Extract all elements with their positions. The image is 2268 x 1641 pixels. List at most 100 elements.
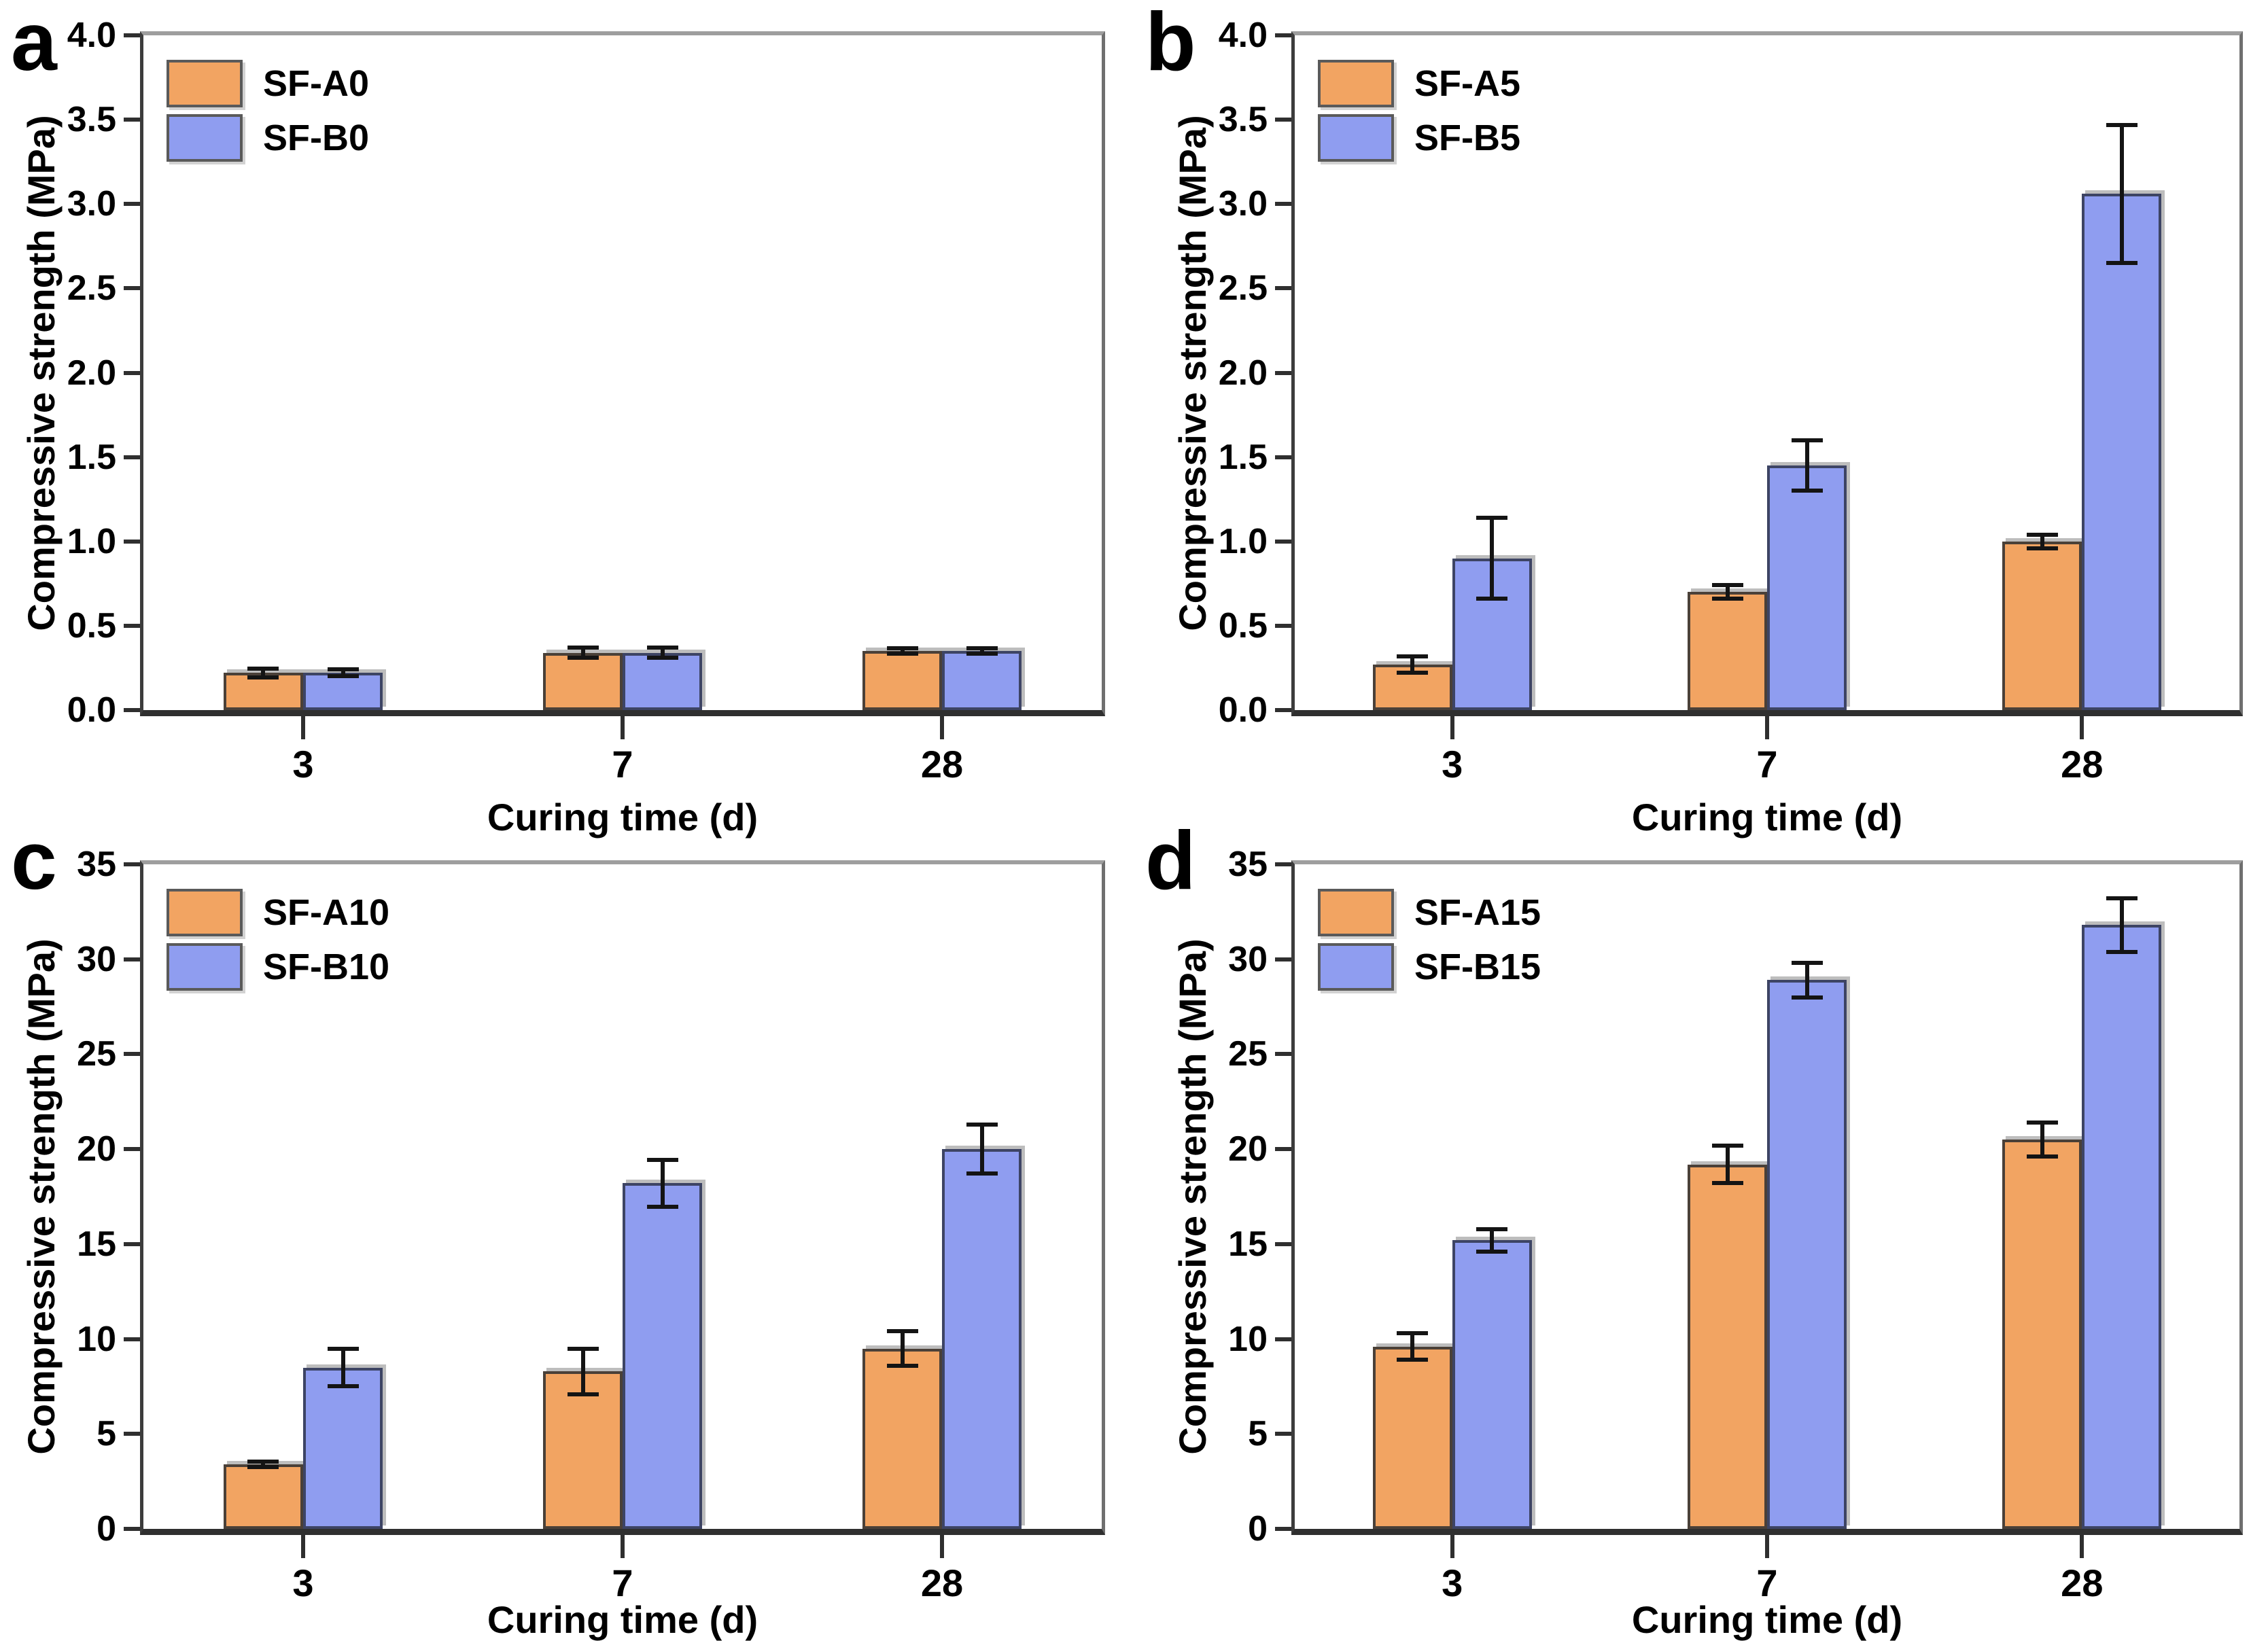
y-tick-label: 35 bbox=[1228, 845, 1268, 884]
x-tick-mark bbox=[300, 716, 305, 739]
x-tick-mark bbox=[1765, 1535, 1769, 1558]
error-bar-stem bbox=[979, 1124, 984, 1174]
y-tick-label: 2.5 bbox=[67, 268, 116, 308]
x-tick-label: 7 bbox=[1756, 1561, 1778, 1604]
y-tick-mark bbox=[1275, 286, 1291, 291]
error-bar-cap-top bbox=[886, 1329, 918, 1334]
error-bar-cap-bottom bbox=[327, 674, 359, 679]
legend-swatch-blue bbox=[1318, 114, 1394, 162]
error-bar-cap-top bbox=[327, 667, 359, 672]
error-bar-stem bbox=[580, 1348, 585, 1394]
error-bar-cap-bottom bbox=[2106, 949, 2138, 954]
y-tick-label: 3.5 bbox=[67, 100, 116, 140]
y-tick-mark bbox=[1275, 1147, 1291, 1152]
y-tick-label: 2.0 bbox=[1218, 353, 1268, 393]
y-tick-mark bbox=[1275, 1241, 1291, 1246]
y-tick-label: 2.0 bbox=[67, 353, 116, 393]
y-tick-mark bbox=[1275, 33, 1291, 37]
legend-item-SF-A15: SF-A15 bbox=[1318, 889, 1541, 936]
error-bar-cap-top bbox=[1791, 961, 1823, 966]
y-tick-mark bbox=[124, 1241, 140, 1246]
error-bar-cap-bottom bbox=[1476, 1250, 1508, 1254]
error-bar-cap-top bbox=[1711, 1143, 1743, 1148]
y-tick-mark bbox=[124, 202, 140, 207]
y-tick-mark bbox=[1275, 455, 1291, 459]
y-axis-title: Compressive strength (MPa) bbox=[1171, 938, 1214, 1455]
bar-SF-B0-28d bbox=[942, 651, 1022, 710]
bar-SF-A10-3d bbox=[223, 1464, 303, 1529]
y-tick-label: 15 bbox=[1228, 1224, 1268, 1264]
legend-swatch-blue bbox=[1318, 943, 1394, 991]
bar-SF-B10-7d bbox=[623, 1183, 702, 1529]
error-bar-cap-bottom bbox=[1397, 671, 1429, 675]
error-bar-stem bbox=[261, 1461, 266, 1468]
error-bar-cap-bottom bbox=[247, 1465, 279, 1470]
error-bar-cap-bottom bbox=[646, 1205, 678, 1210]
y-tick-mark bbox=[1275, 708, 1291, 712]
error-bar-stem bbox=[1725, 585, 1730, 599]
legend-swatch-orange bbox=[1318, 60, 1394, 107]
legend-label: SF-A5 bbox=[1414, 63, 1521, 104]
error-bar-cap-top bbox=[1711, 583, 1743, 588]
x-tick-label: 7 bbox=[612, 1561, 633, 1604]
panel-d: d Compressive strength (MPa) Curing time (… bbox=[1134, 814, 2268, 1639]
x-tick-mark bbox=[1765, 716, 1769, 739]
y-tick-mark bbox=[124, 1432, 140, 1436]
y-tick-label: 30 bbox=[1228, 939, 1268, 979]
error-bar-stem bbox=[660, 1159, 665, 1207]
y-tick-label: 1.5 bbox=[67, 437, 116, 477]
plot-area-b: Compressive strength (MPa) Curing time (d… bbox=[1171, 18, 2243, 836]
y-tick-label: 3.0 bbox=[67, 184, 116, 224]
x-tick-label: 7 bbox=[612, 743, 633, 786]
legend-item-SF-A5: SF-A5 bbox=[1318, 60, 1520, 107]
y-tick-label: 1.0 bbox=[67, 521, 116, 561]
y-tick-label: 20 bbox=[77, 1129, 116, 1169]
bar-SF-B0-7d bbox=[623, 652, 702, 710]
error-bar-cap-bottom bbox=[886, 651, 918, 656]
x-tick-mark bbox=[1450, 716, 1454, 739]
y-tick-mark bbox=[124, 539, 140, 544]
legend-label: SF-B0 bbox=[263, 118, 370, 158]
error-bar-stem bbox=[2040, 1123, 2044, 1157]
bar-SF-B5-7d bbox=[1767, 465, 1847, 710]
y-tick-mark bbox=[1275, 1527, 1291, 1531]
error-bar-cap-bottom bbox=[1791, 489, 1823, 493]
error-bar-cap-top bbox=[966, 1122, 998, 1127]
y-tick-mark bbox=[1275, 862, 1291, 866]
y-tick-mark bbox=[124, 708, 140, 712]
x-tick-label: 7 bbox=[1756, 743, 1778, 786]
error-bar-cap-bottom bbox=[886, 1363, 918, 1368]
y-tick-mark bbox=[124, 33, 140, 37]
y-tick-mark bbox=[124, 623, 140, 628]
bar-SF-A0-7d bbox=[543, 652, 623, 710]
y-tick-mark bbox=[124, 286, 140, 291]
y-tick-label: 2.5 bbox=[1218, 268, 1268, 308]
legend: SF-A15 SF-B15 bbox=[1318, 889, 1541, 998]
plot-area-d: Compressive strength (MPa) Curing time (d… bbox=[1171, 847, 2243, 1639]
y-tick-label: 25 bbox=[1228, 1034, 1268, 1074]
error-bar-cap-bottom bbox=[567, 1392, 599, 1396]
legend-swatch-blue bbox=[167, 943, 243, 991]
x-tick-mark bbox=[621, 1535, 625, 1558]
legend-item-SF-B0: SF-B0 bbox=[167, 114, 369, 162]
x-tick-label: 3 bbox=[292, 1561, 314, 1604]
legend-item-SF-B15: SF-B15 bbox=[1318, 943, 1541, 991]
error-bar-stem bbox=[341, 669, 345, 677]
bar-SF-A5-7d bbox=[1688, 592, 1767, 710]
y-tick-label: 10 bbox=[1228, 1319, 1268, 1359]
error-bar-cap-bottom bbox=[2026, 546, 2058, 550]
x-tick-label: 3 bbox=[1442, 1561, 1463, 1604]
legend-swatch-orange bbox=[167, 60, 243, 107]
plot-area-c: Compressive strength (MPa) Curing time (d… bbox=[20, 847, 1105, 1639]
y-tick-mark bbox=[1275, 1052, 1291, 1057]
bar-SF-A5-28d bbox=[2002, 541, 2082, 710]
error-bar-cap-top bbox=[567, 646, 599, 650]
error-bar-cap-top bbox=[646, 1157, 678, 1162]
bar-SF-A0-28d bbox=[862, 651, 942, 710]
bar-SF-B10-3d bbox=[302, 1367, 383, 1529]
x-tick-label: 28 bbox=[920, 1561, 964, 1604]
error-bar-cap-bottom bbox=[1397, 1358, 1429, 1362]
error-bar-stem bbox=[979, 648, 984, 654]
panel-letter: d bbox=[1145, 814, 1196, 906]
error-bar-stem bbox=[2119, 898, 2124, 952]
